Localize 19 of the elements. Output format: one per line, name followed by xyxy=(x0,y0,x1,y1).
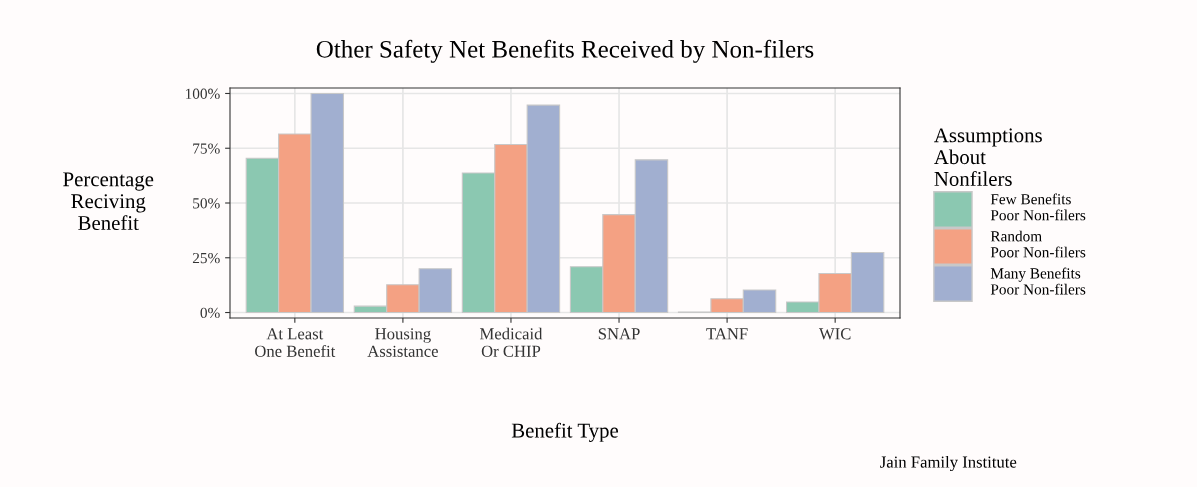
chart-title: Other Safety Net Benefits Received by Non-filers xyxy=(316,39,814,63)
x-tick-label: Housing Assistance xyxy=(367,328,438,357)
legend-title: Assumptions About Nonfilers xyxy=(934,128,1042,186)
y-tick-label: 0% xyxy=(200,307,220,319)
x-tick-label: Medicaid Or CHIP xyxy=(479,327,543,357)
x-tick-label: At Least One Benefit xyxy=(255,328,336,357)
y-tick-label: 25% xyxy=(192,252,220,264)
y-axis-title: Percentage Reciving Benefit xyxy=(63,172,154,231)
y-tick-label: 100% xyxy=(185,88,220,99)
y-tick-label: 50% xyxy=(193,198,220,209)
legend-label: Few Benefits Poor Non-filers xyxy=(990,193,1086,221)
x-tick-label: TANF xyxy=(706,328,748,340)
x-tick-label: SNAP xyxy=(598,328,640,340)
legend-label: Many Benefits Poor Non-filers xyxy=(990,267,1086,295)
text: Jain Family Institute xyxy=(880,455,1017,472)
x-tick-label: WIC xyxy=(818,328,851,340)
legend-label: Random Poor Non-filers xyxy=(990,230,1086,258)
y-tick-label: 75% xyxy=(193,143,220,154)
x-axis-title: Benefit Type xyxy=(511,422,619,442)
